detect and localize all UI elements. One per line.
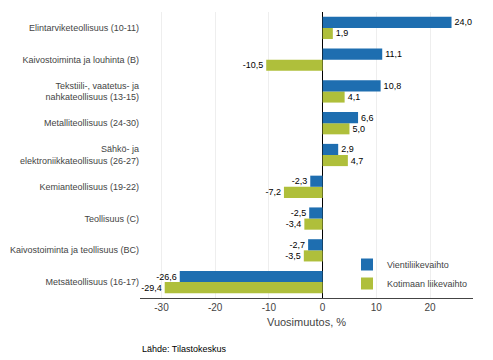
svg-text:-10: -10 bbox=[262, 302, 277, 313]
svg-text:Elintarviketeollisuus (10-11): Elintarviketeollisuus (10-11) bbox=[29, 23, 139, 33]
svg-text:Kaivostoiminta ja teollisuus (: Kaivostoiminta ja teollisuus (BC) bbox=[10, 245, 139, 255]
svg-text:Tekstiili-, vaatetus- janahkat: Tekstiili-, vaatetus- janahkateollisuus … bbox=[45, 81, 139, 103]
svg-text:10,8: 10,8 bbox=[384, 81, 402, 91]
svg-text:6,6: 6,6 bbox=[361, 113, 374, 123]
svg-text:Kemianteollisuus (19-22): Kemianteollisuus (19-22) bbox=[39, 182, 139, 192]
svg-text:20: 20 bbox=[424, 302, 436, 313]
svg-text:-30: -30 bbox=[154, 302, 169, 313]
svg-text:Teollisuus (C): Teollisuus (C) bbox=[84, 214, 139, 224]
svg-text:2,9: 2,9 bbox=[341, 144, 354, 154]
svg-text:Metsäteollisuus (16-17): Metsäteollisuus (16-17) bbox=[45, 277, 139, 287]
svg-text:Sähkö- jaelektroniikkateollisu: Sähkö- jaelektroniikkateollisuus (26-27) bbox=[20, 144, 139, 166]
svg-text:-7,2: -7,2 bbox=[265, 187, 281, 197]
svg-text:24,0: 24,0 bbox=[455, 17, 473, 27]
svg-text:-3,4: -3,4 bbox=[286, 219, 302, 229]
svg-text:1,9: 1,9 bbox=[336, 28, 349, 38]
svg-text:-10,5: -10,5 bbox=[243, 60, 264, 70]
svg-text:11,1: 11,1 bbox=[385, 49, 402, 59]
svg-text:4,1: 4,1 bbox=[348, 92, 361, 102]
svg-text:-20: -20 bbox=[208, 302, 223, 313]
svg-text:-26,6: -26,6 bbox=[156, 272, 177, 282]
svg-text:Metalliteollisuus (24-30): Metalliteollisuus (24-30) bbox=[44, 118, 139, 128]
svg-text:Vientiliikevaihto: Vientiliikevaihto bbox=[387, 260, 449, 270]
svg-text:Kotimaan liikevaihto: Kotimaan liikevaihto bbox=[387, 279, 467, 289]
svg-text:Kaivostoiminta ja louhinta (B): Kaivostoiminta ja louhinta (B) bbox=[22, 55, 139, 65]
svg-text:5,0: 5,0 bbox=[352, 124, 365, 134]
svg-text:4,7: 4,7 bbox=[351, 156, 364, 166]
svg-text:-2,7: -2,7 bbox=[290, 240, 306, 250]
svg-text:-2,3: -2,3 bbox=[292, 176, 308, 186]
svg-text:-29,4: -29,4 bbox=[141, 283, 162, 293]
svg-text:Lähde: Tilastokeskus: Lähde: Tilastokeskus bbox=[142, 344, 227, 354]
svg-text:10: 10 bbox=[371, 302, 383, 313]
svg-text:0: 0 bbox=[320, 302, 326, 313]
svg-text:-3,5: -3,5 bbox=[285, 251, 301, 261]
svg-text:-2,5: -2,5 bbox=[291, 208, 307, 218]
svg-text:Vuosimuutos, %: Vuosimuutos, % bbox=[267, 316, 346, 328]
